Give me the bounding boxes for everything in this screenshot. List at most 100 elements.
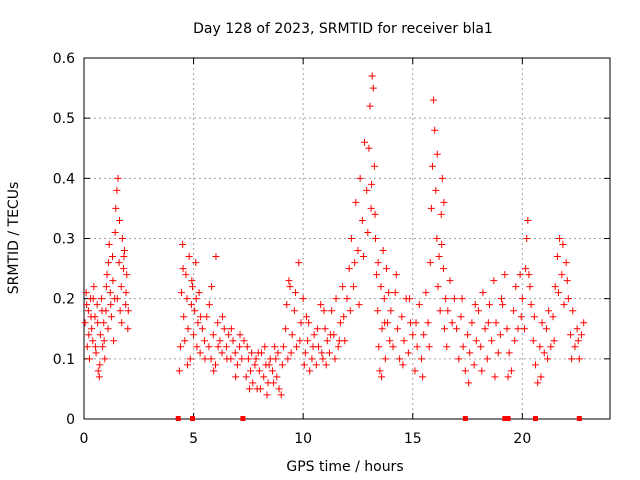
data-point xyxy=(368,72,376,80)
data-point xyxy=(457,313,465,321)
data-point xyxy=(290,307,298,315)
y-axis-label: SRMTID / TECUs xyxy=(6,182,22,295)
y-tick-label: 0.5 xyxy=(53,111,75,127)
data-point xyxy=(435,253,443,261)
data-point xyxy=(538,319,546,327)
data-point xyxy=(116,216,124,224)
data-point xyxy=(249,379,257,387)
data-point xyxy=(378,373,386,381)
data-point xyxy=(531,361,539,369)
data-point xyxy=(205,301,213,309)
data-point xyxy=(91,343,99,351)
data-point xyxy=(225,331,233,339)
data-point xyxy=(212,361,219,369)
data-point xyxy=(178,289,186,297)
data-point xyxy=(83,301,91,309)
data-point xyxy=(466,349,474,357)
data-point xyxy=(490,277,498,285)
grid xyxy=(84,58,610,419)
data-point xyxy=(424,319,432,327)
data-point xyxy=(464,331,472,339)
data-point xyxy=(358,216,366,224)
data-point xyxy=(433,235,441,242)
y-tick-label: 0.6 xyxy=(53,51,75,67)
data-point xyxy=(352,198,360,206)
data-point xyxy=(346,307,354,315)
data-point xyxy=(376,367,384,375)
data-point xyxy=(369,84,377,92)
data-point xyxy=(443,343,451,351)
data-point xyxy=(110,337,118,345)
data-point xyxy=(404,349,412,357)
data-point xyxy=(409,331,417,339)
data-point xyxy=(287,349,295,357)
data-point xyxy=(193,343,201,351)
data-point xyxy=(310,331,318,339)
data-point xyxy=(179,241,187,249)
data-point xyxy=(411,367,419,375)
data-point xyxy=(210,367,218,375)
data-point xyxy=(90,283,98,291)
data-point xyxy=(371,210,379,218)
data-point xyxy=(198,325,206,333)
data-point xyxy=(117,283,125,291)
axis-ticks: 0 0.1 0.2 0.3 0.4 0.5 0.6 0 5 10 15 20 xyxy=(53,51,610,447)
outage-markers xyxy=(175,416,582,421)
data-point xyxy=(209,331,217,339)
data-point xyxy=(268,367,276,375)
data-point xyxy=(534,379,542,387)
x-tick-label: 15 xyxy=(404,431,422,447)
data-point xyxy=(438,241,446,249)
data-point xyxy=(374,259,382,267)
data-point xyxy=(122,301,130,309)
data-point xyxy=(415,301,423,309)
x-axis-label: GPS time / hours xyxy=(286,459,403,475)
data-point xyxy=(450,295,458,303)
data-point xyxy=(317,301,325,309)
data-point xyxy=(398,313,406,321)
data-point xyxy=(284,355,292,363)
data-point xyxy=(216,337,224,345)
data-point xyxy=(98,307,106,315)
data-point xyxy=(458,295,466,303)
data-point xyxy=(295,259,303,267)
data-point xyxy=(386,337,394,345)
data-point xyxy=(114,174,122,182)
data-point xyxy=(328,307,336,315)
data-point xyxy=(339,283,347,291)
outage-marker xyxy=(532,416,538,421)
data-point xyxy=(340,313,348,321)
data-point xyxy=(361,138,369,146)
data-point xyxy=(248,349,256,357)
data-point xyxy=(297,319,305,327)
data-point xyxy=(547,343,555,351)
data-point xyxy=(439,265,447,273)
data-point xyxy=(399,361,407,369)
data-point xyxy=(356,174,364,182)
data-point xyxy=(400,337,408,345)
data-point xyxy=(389,343,397,351)
data-point xyxy=(105,241,113,249)
data-point xyxy=(530,313,538,321)
data-point xyxy=(203,313,211,321)
data-point xyxy=(420,331,428,339)
data-point xyxy=(343,295,351,303)
data-point xyxy=(392,271,400,279)
outage-marker xyxy=(502,416,508,421)
data-point xyxy=(459,343,467,351)
data-point xyxy=(527,301,535,309)
data-point xyxy=(305,319,313,327)
data-point xyxy=(242,373,250,381)
data-point xyxy=(220,325,228,333)
plot-frame xyxy=(83,57,611,420)
data-point xyxy=(291,289,299,297)
data-point xyxy=(516,271,524,279)
y-tick-label: 0 xyxy=(66,412,75,428)
data-point xyxy=(301,349,309,357)
data-point xyxy=(118,319,126,327)
data-point xyxy=(245,385,253,393)
data-point xyxy=(373,271,381,279)
data-point xyxy=(431,126,439,134)
data-point xyxy=(85,331,93,339)
